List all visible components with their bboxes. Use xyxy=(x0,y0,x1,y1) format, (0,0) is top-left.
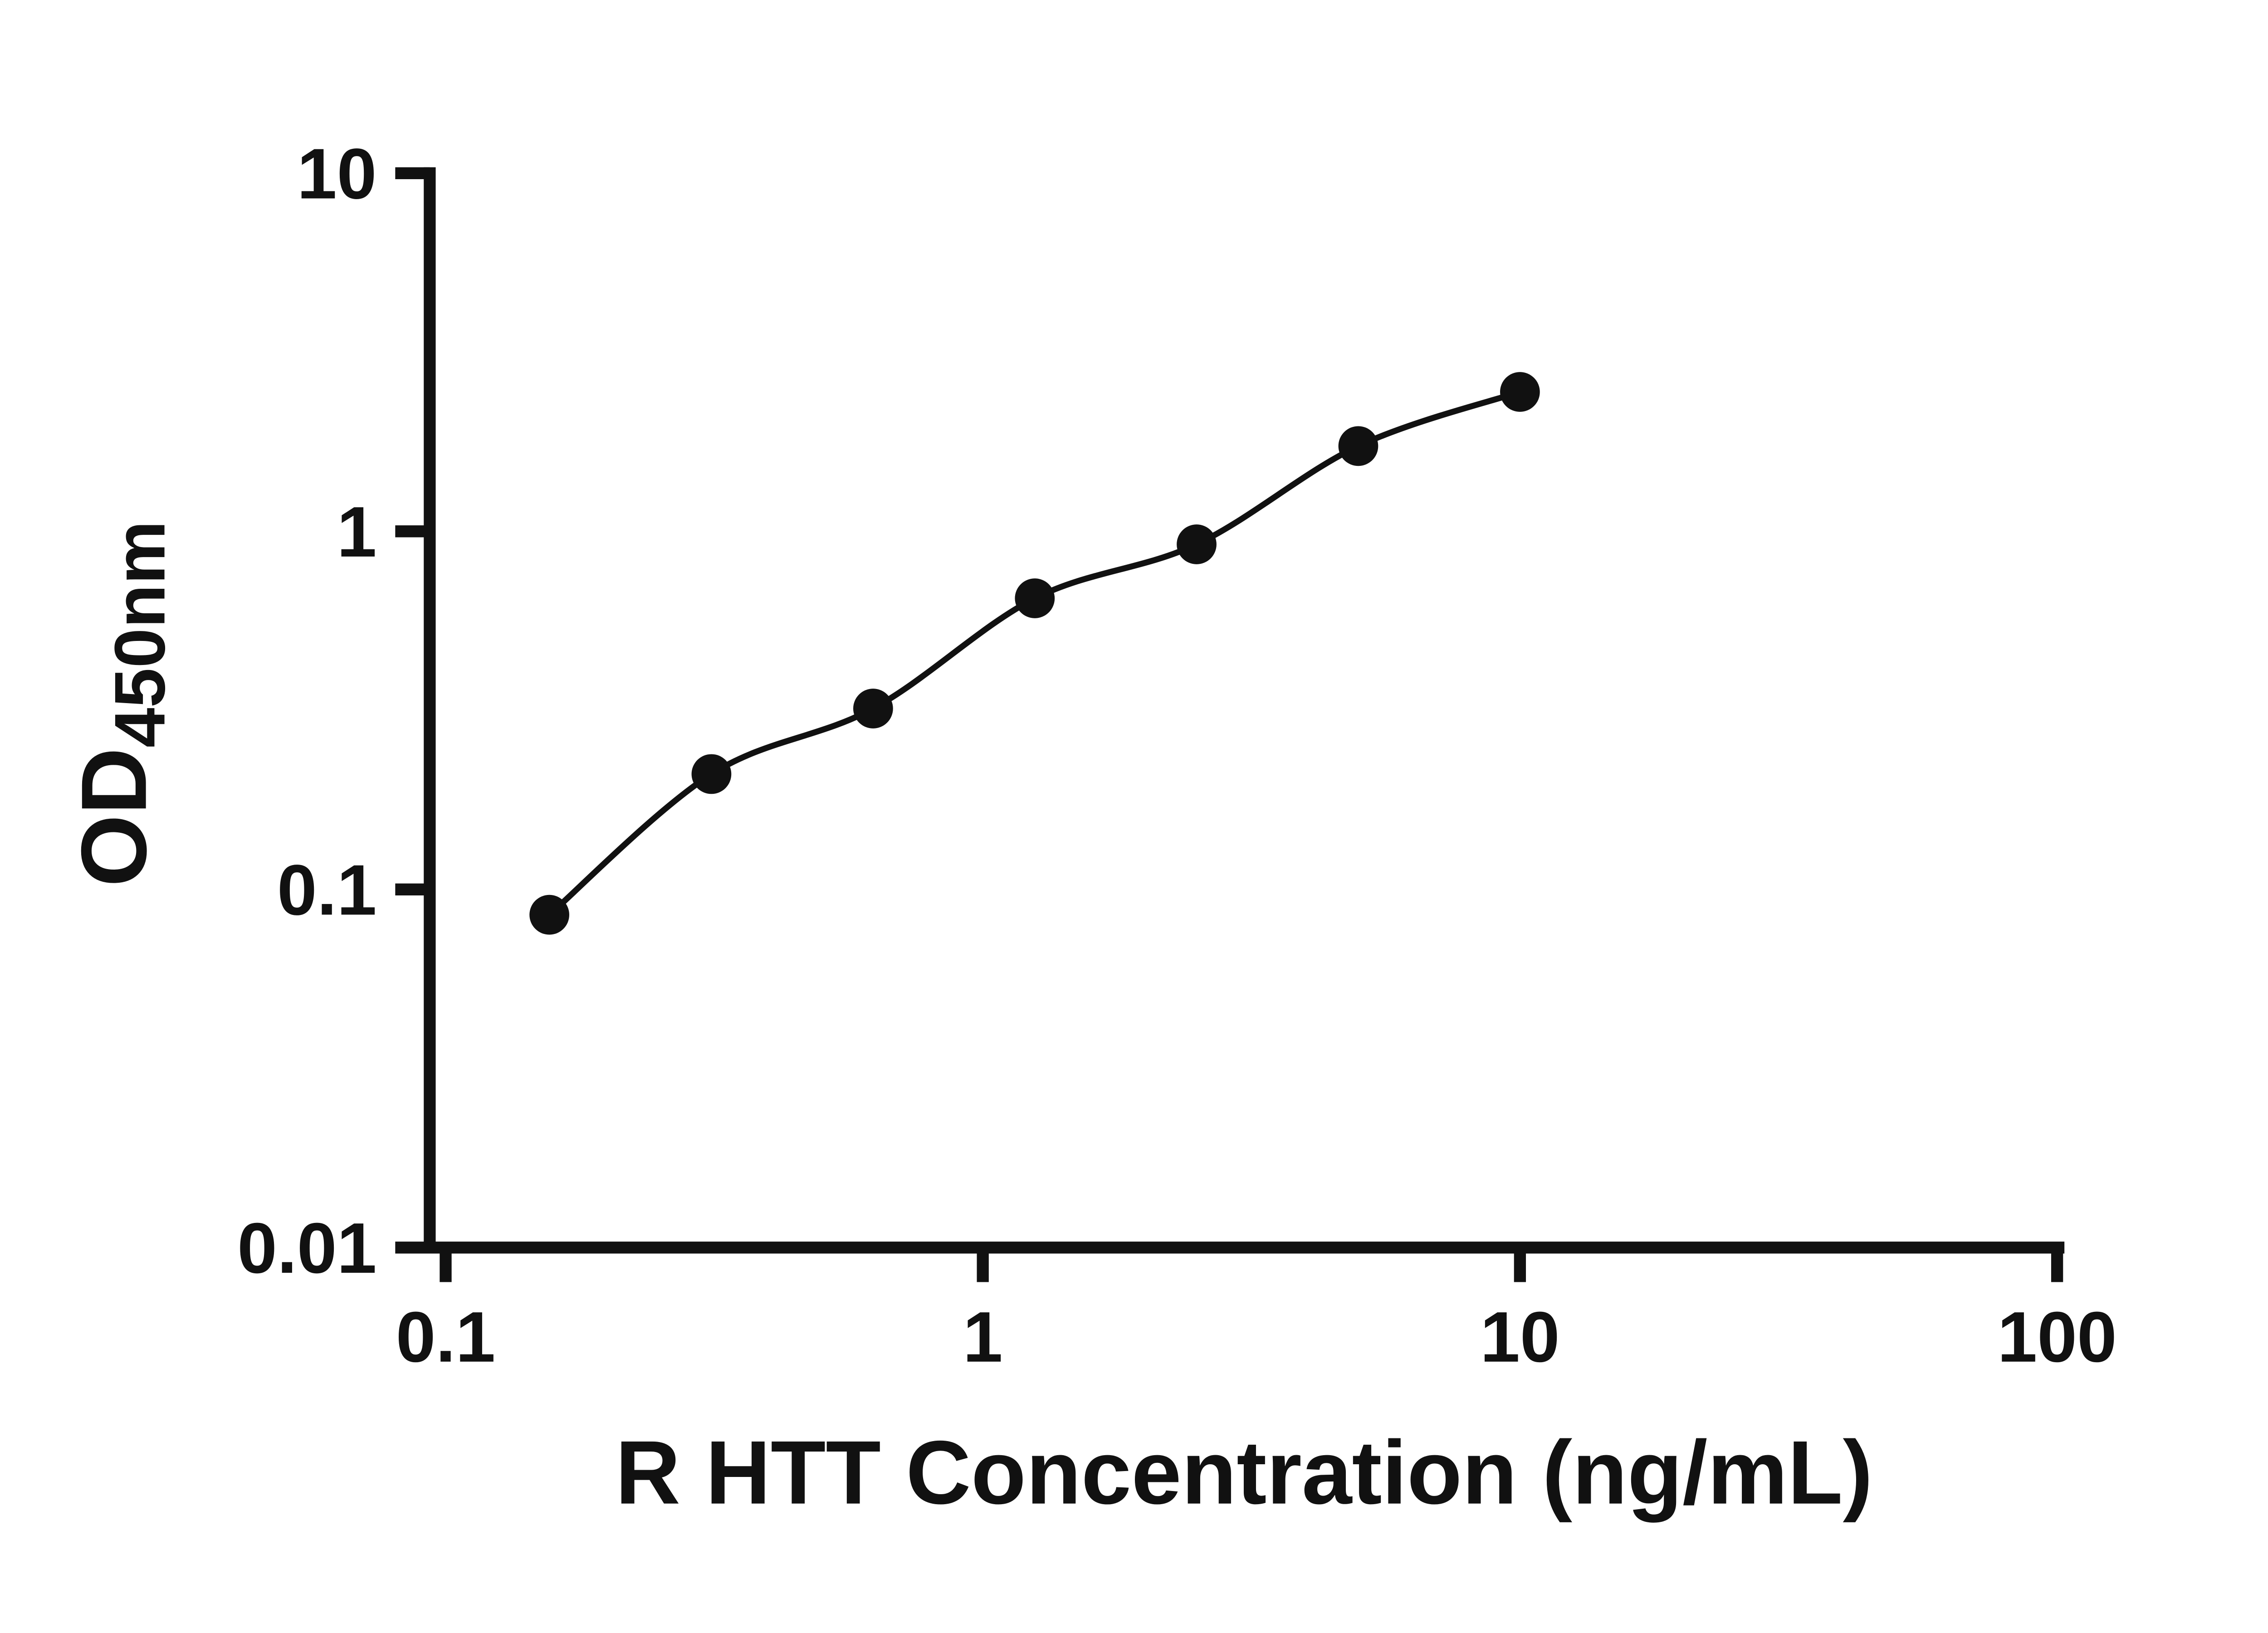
data-point xyxy=(1015,578,1055,618)
data-point xyxy=(1177,524,1217,564)
data-point xyxy=(1500,372,1540,412)
y-axis-title: OD450nm xyxy=(63,521,180,887)
x-tick-label: 10 xyxy=(1480,1297,1560,1377)
x-tick-label: 100 xyxy=(1997,1297,2116,1377)
x-ticks: 0.1 1 10 100 xyxy=(396,1247,2117,1377)
x-tick-label: 0.1 xyxy=(396,1297,495,1377)
fit-curve xyxy=(547,389,1521,917)
y-tick-label: 0.1 xyxy=(277,850,376,930)
y-tick-label: 1 xyxy=(337,492,377,572)
x-tick-label: 1 xyxy=(963,1297,1003,1377)
y-tick-label: 0.01 xyxy=(237,1208,376,1288)
data-point xyxy=(853,689,893,728)
data-point xyxy=(529,895,569,935)
axes xyxy=(424,167,2065,1254)
data-points xyxy=(529,372,1540,935)
data-point xyxy=(1338,426,1378,466)
y-ticks: 0.01 0.1 1 10 xyxy=(237,134,430,1288)
y-tick-label: 10 xyxy=(297,134,377,214)
data-point xyxy=(691,754,732,794)
x-axis-title: R HTT Concentration (ng/mL) xyxy=(616,1423,1873,1523)
